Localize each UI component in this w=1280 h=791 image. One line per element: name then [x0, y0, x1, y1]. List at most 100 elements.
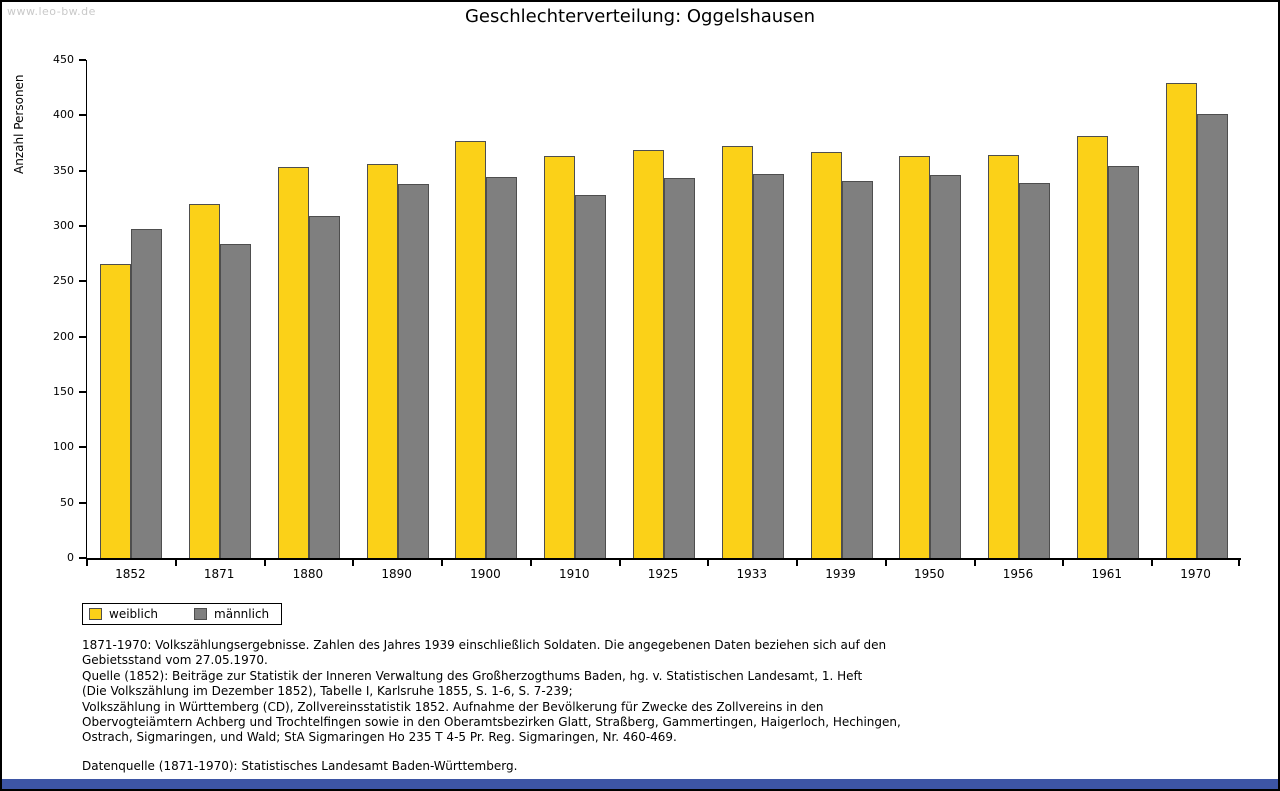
bar-weiblich-1950 — [899, 156, 931, 558]
y-tick-mark — [79, 335, 86, 338]
y-tick-label: 350 — [53, 163, 74, 177]
note-line: Obervogteiämtern Achberg und Trochtelfin… — [82, 715, 901, 730]
bar-group-1933 — [708, 60, 797, 558]
x-tick-mark — [619, 560, 621, 566]
bar-männlich-1970 — [1196, 114, 1228, 558]
bar-männlich-1910 — [575, 195, 607, 558]
x-axis-label-1852: 1852 — [115, 567, 146, 581]
bar-männlich-1961 — [1107, 166, 1139, 558]
legend-swatch-männlich — [194, 608, 208, 620]
bar-weiblich-1910 — [544, 156, 576, 558]
y-tick-mark — [79, 446, 86, 449]
x-axis-label-1880: 1880 — [292, 567, 324, 581]
note-line: (Die Volkszählung im Dezember 1852), Tab… — [82, 684, 573, 699]
x-tick-mark — [441, 560, 443, 566]
bar-weiblich-1890 — [366, 164, 398, 558]
y-tick-label: 450 — [53, 53, 74, 66]
bar-weiblich-1925 — [632, 149, 664, 558]
bar-männlich-1900 — [486, 177, 518, 558]
bar-weiblich-1933 — [721, 146, 753, 558]
y-tick-label: 100 — [53, 440, 74, 454]
legend-label-weiblich: weiblich — [109, 607, 159, 621]
bar-group-1852 — [87, 60, 176, 558]
y-tick-label: 150 — [53, 385, 74, 398]
bar-weiblich-1939 — [810, 151, 842, 558]
y-tick-mark — [79, 114, 86, 117]
x-axis-label-1900: 1900 — [470, 567, 501, 581]
bar-group-1956 — [975, 60, 1064, 558]
bar-group-1950 — [886, 60, 975, 558]
bar-weiblich-1956 — [988, 155, 1020, 558]
bar-group-1961 — [1063, 60, 1152, 558]
bar-weiblich-1961 — [1076, 136, 1108, 558]
bar-weiblich-1880 — [277, 167, 309, 558]
note-line: Gebietsstand vom 27.05.1970. — [82, 653, 268, 668]
x-tick-mark — [86, 560, 88, 566]
datasource-note: Datenquelle (1871-1970): Statistisches L… — [82, 758, 518, 773]
bar-group-1970 — [1152, 60, 1241, 558]
bar-weiblich-1852 — [100, 263, 132, 558]
x-tick-mark — [530, 560, 532, 566]
bar-group-1900 — [442, 60, 531, 558]
x-axis-label-1933: 1933 — [736, 567, 768, 581]
footer-bar — [2, 779, 1278, 789]
bar-männlich-1950 — [930, 175, 962, 558]
legend-swatch-weiblich — [89, 608, 102, 620]
bar-männlich-1880 — [308, 216, 340, 558]
bar-group-1890 — [353, 60, 442, 558]
bar-männlich-1956 — [1019, 182, 1051, 558]
x-tick-mark — [796, 560, 798, 566]
y-tick-mark — [79, 59, 86, 61]
bar-group-1939 — [797, 60, 886, 558]
legend: weiblich männlich — [82, 603, 283, 625]
y-tick-mark — [79, 280, 86, 283]
y-axis: 0 50 100 150 200 250 300 350 400 450 — [2, 53, 86, 564]
y-tick-label: 250 — [53, 274, 74, 288]
x-tick-mark — [1151, 560, 1153, 566]
x-tick-mark — [1238, 560, 1240, 566]
x-tick-mark — [352, 560, 354, 566]
note-line: 1871-1970: Volkszählungsergebnisse. Zahl… — [82, 638, 887, 652]
x-tick-mark — [264, 560, 266, 566]
bar-group-1871 — [176, 60, 265, 558]
bar-weiblich-1900 — [455, 140, 487, 558]
bar-group-1925 — [620, 60, 709, 558]
x-tick-mark — [974, 560, 976, 566]
y-tick-mark — [79, 225, 86, 227]
bar-männlich-1852 — [131, 229, 163, 558]
legend-item-männlich: männlich — [194, 607, 269, 621]
x-axis-label-1925: 1925 — [647, 567, 679, 581]
watermark: www.leo-bw.de — [7, 5, 96, 18]
y-tick-label: 300 — [53, 219, 74, 232]
x-axis-label-1961: 1961 — [1091, 567, 1123, 581]
legend-item-weiblich: weiblich — [89, 607, 158, 621]
bar-group-1880 — [265, 60, 354, 558]
x-axis-labels: 1852 1871 1880 1890 1900 1910 1925 1933 1939 1950… — [86, 567, 1240, 581]
note-line: Ostrach, Sigmaringen, und Wald; StA Sigm… — [82, 730, 677, 745]
bar-weiblich-1871 — [189, 203, 221, 558]
bar-männlich-1933 — [752, 174, 784, 558]
y-tick-mark — [79, 169, 86, 172]
bar-weiblich-1970 — [1165, 83, 1197, 558]
x-axis-label-1890: 1890 — [381, 567, 412, 581]
x-tick-mark — [175, 560, 177, 566]
x-axis-ticks — [86, 560, 1240, 568]
notes-lines: 1871-1970: Volkszählungsergebnisse. Zahl… — [82, 638, 901, 746]
chart-title: Geschlechterverteilung: Oggelshausen — [464, 6, 816, 27]
bar-männlich-1939 — [841, 180, 873, 558]
note-line: Volkszählung in Württemberg (CD), Zollve… — [82, 699, 824, 714]
x-axis-label-1910: 1910 — [558, 567, 590, 581]
y-tick-label: 0 — [67, 551, 74, 564]
bar-männlich-1871 — [220, 243, 252, 558]
x-axis-label-1939: 1939 — [825, 567, 856, 581]
y-tick-mark — [79, 391, 86, 393]
x-tick-mark — [885, 560, 887, 566]
x-axis-label-1970: 1970 — [1180, 567, 1211, 581]
notes: 1871-1970: Volkszählungsergebnisse. Zahl… — [82, 638, 901, 774]
y-tick-mark — [79, 557, 86, 559]
legend-label-männlich: männlich — [214, 607, 270, 621]
x-tick-mark — [1062, 560, 1064, 566]
x-axis-label-1871: 1871 — [203, 567, 235, 581]
bar-männlich-1890 — [397, 183, 429, 558]
